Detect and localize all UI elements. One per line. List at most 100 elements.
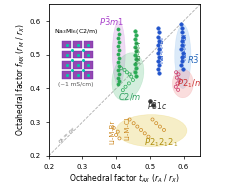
Point [117,80,120,83]
Point [134,66,137,69]
X-axis label: Octahedral factor $t_{AX}$ ($r_A$ / $r_X$): Octahedral factor $t_{AX}$ ($r_A$ / $r_X… [69,172,179,185]
Point [117,40,121,43]
Point [157,125,161,128]
Point [133,30,136,33]
FancyBboxPatch shape [73,71,82,79]
Point [116,36,119,39]
Point [176,88,179,91]
Point [120,89,124,92]
Point [117,65,120,68]
Text: $P\bar{3}1c$: $P\bar{3}1c$ [146,100,167,112]
Point [148,100,152,103]
Point [155,27,159,30]
Point [176,73,179,76]
Point [117,73,121,76]
Point [116,69,119,72]
Point [180,67,184,70]
Point [156,31,160,34]
FancyBboxPatch shape [73,61,82,69]
Point [156,71,160,74]
FancyBboxPatch shape [84,51,92,58]
Text: $r_A$ = $r_M$: $r_A$ = $r_M$ [56,125,78,146]
Point [129,75,133,78]
FancyBboxPatch shape [73,41,82,48]
Ellipse shape [116,115,186,147]
Text: $P2_1/n$: $P2_1/n$ [176,77,201,90]
Point [156,39,160,42]
Text: (~1 mS/cm): (~1 mS/cm) [58,82,93,87]
Point [174,76,178,79]
Point [134,42,138,45]
Point [179,39,182,42]
Point [161,129,165,132]
Point [116,76,120,79]
Point [142,132,146,135]
Point [133,70,136,73]
Point [122,68,126,71]
Point [179,47,182,50]
Point [155,35,159,38]
Point [127,82,130,85]
Point [139,129,142,132]
Point [173,71,177,74]
Text: $P2_12_12_1$: $P2_12_12_1$ [144,136,178,149]
Point [116,28,119,31]
FancyBboxPatch shape [84,41,92,48]
Text: $P\bar{3}m1$: $P\bar{3}m1$ [98,15,123,28]
Point [133,54,136,57]
Text: Li-M-Br: Li-M-Br [109,120,115,144]
Point [179,23,182,26]
FancyBboxPatch shape [84,61,92,69]
Point [134,58,138,61]
Point [131,79,134,82]
Point [146,135,150,138]
Point [134,74,138,77]
Ellipse shape [174,24,190,88]
Point [177,79,181,82]
Point [179,63,182,66]
Text: Na-M-Br: Na-M-Br [157,35,163,63]
Ellipse shape [111,53,143,101]
FancyBboxPatch shape [62,71,71,79]
Text: Na-M-I: Na-M-I [135,40,141,63]
Text: Na-M-Cl: Na-M-Cl [181,33,187,60]
Point [127,118,131,121]
Point [117,57,121,60]
Point [150,104,154,107]
Point [155,51,159,54]
Point [116,83,119,86]
Point [116,53,119,56]
Point [156,63,160,66]
Point [173,85,177,88]
Point [127,73,131,76]
Point [180,51,184,54]
Point [116,44,120,47]
Point [116,32,120,35]
Point [134,34,137,37]
Ellipse shape [172,69,192,98]
Point [125,71,128,74]
Point [155,59,159,62]
FancyBboxPatch shape [62,51,71,58]
Point [133,38,137,41]
FancyBboxPatch shape [73,51,82,58]
Point [175,82,179,85]
Point [155,43,159,46]
Point [114,133,117,136]
Point [156,55,160,58]
Text: Li-M-Cl: Li-M-Cl [123,116,129,140]
Point [179,55,182,58]
Point [150,118,154,121]
Point [179,27,183,30]
FancyBboxPatch shape [84,71,92,79]
Point [133,46,137,49]
Point [117,49,120,52]
Point [111,126,115,129]
Point [154,122,157,125]
Point [116,61,120,64]
Point [134,50,137,53]
Point [119,67,122,70]
Point [180,35,184,38]
FancyBboxPatch shape [62,41,71,48]
Point [179,59,183,62]
